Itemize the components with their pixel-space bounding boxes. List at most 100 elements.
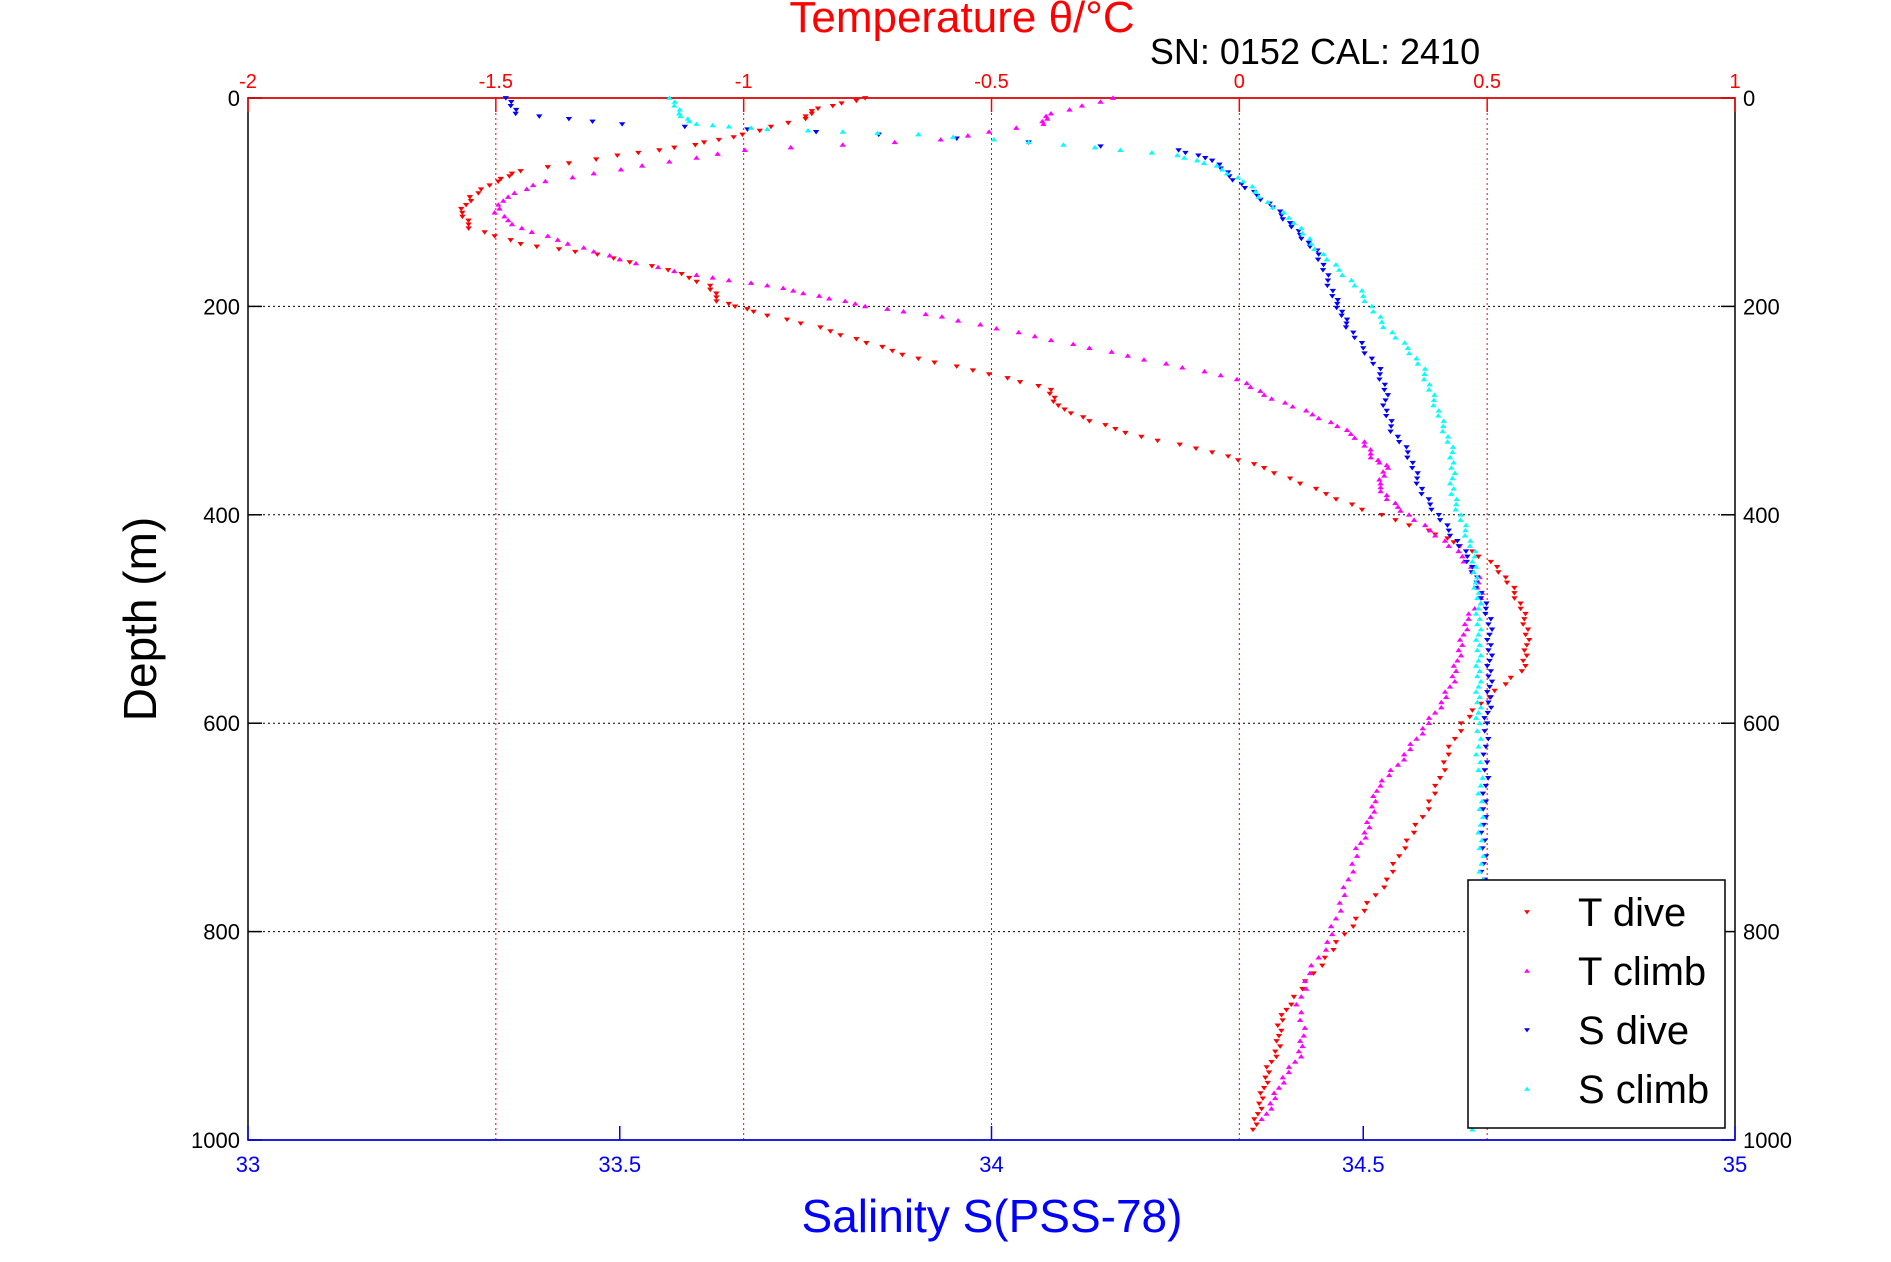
data-point xyxy=(1519,622,1527,627)
data-point xyxy=(1473,574,1481,580)
data-point xyxy=(1308,241,1315,246)
depth-tick-label-right: 400 xyxy=(1743,503,1780,528)
data-point xyxy=(1262,1075,1269,1081)
data-point xyxy=(1367,814,1374,819)
data-point xyxy=(1257,1091,1264,1096)
data-point xyxy=(1446,454,1454,460)
data-point xyxy=(1453,501,1460,507)
chart-title: Temperature θ/°C xyxy=(789,0,1134,42)
data-point xyxy=(802,116,809,122)
data-point xyxy=(1462,527,1469,533)
data-point xyxy=(1372,798,1379,804)
data-point xyxy=(475,191,482,196)
data-point xyxy=(1431,710,1439,715)
data-point xyxy=(713,291,720,296)
temperature-tick-label: -2 xyxy=(239,71,257,93)
data-point xyxy=(1279,1018,1286,1023)
data-point xyxy=(542,178,549,184)
data-point xyxy=(1419,731,1426,736)
data-point xyxy=(1475,767,1482,772)
depth-tick-label-right: 200 xyxy=(1743,294,1780,319)
data-point xyxy=(529,182,537,188)
data-point xyxy=(787,144,795,150)
data-point xyxy=(1016,380,1024,385)
data-point xyxy=(891,139,898,145)
data-point xyxy=(508,171,516,177)
data-point xyxy=(1285,1064,1293,1069)
data-point xyxy=(1446,684,1454,689)
data-point xyxy=(1521,648,1528,653)
data-point xyxy=(564,241,571,246)
data-point xyxy=(1263,1065,1270,1070)
data-point xyxy=(1067,411,1075,416)
data-point xyxy=(459,210,466,216)
data-point xyxy=(1321,955,1329,961)
data-point xyxy=(594,252,601,257)
data-point xyxy=(839,142,846,147)
data-point xyxy=(1472,611,1480,616)
data-point xyxy=(1471,605,1478,611)
series-t-climb xyxy=(491,95,1486,1122)
data-point xyxy=(1479,791,1487,797)
data-point xyxy=(1476,720,1483,726)
data-point xyxy=(1298,1054,1305,1059)
data-point xyxy=(1352,845,1360,851)
data-point xyxy=(1208,158,1216,164)
data-point xyxy=(1311,246,1318,251)
grid-lines xyxy=(248,98,1735,1140)
data-point xyxy=(1448,491,1455,496)
data-point xyxy=(889,348,896,354)
data-point xyxy=(1448,465,1455,470)
data-point xyxy=(1255,194,1262,199)
data-point xyxy=(1259,1096,1267,1101)
data-point xyxy=(1337,908,1345,913)
data-point xyxy=(1480,853,1487,858)
data-point xyxy=(838,101,845,106)
data-point xyxy=(1286,476,1294,481)
legend-items: T dive T climb S dive S climb xyxy=(1524,891,1709,1112)
data-point xyxy=(1456,637,1464,642)
data-point xyxy=(938,314,946,319)
data-point xyxy=(1481,768,1488,773)
data-point xyxy=(1181,155,1188,160)
data-point xyxy=(1444,439,1451,444)
data-point xyxy=(1325,273,1332,278)
depth-tick-label-right: 600 xyxy=(1743,711,1780,736)
data-point xyxy=(1502,575,1509,580)
data-point xyxy=(1474,621,1481,627)
data-point xyxy=(517,169,524,174)
data-point xyxy=(1485,674,1492,679)
data-point xyxy=(517,242,524,247)
data-point xyxy=(1454,538,1461,544)
data-point xyxy=(511,190,518,195)
data-point xyxy=(1482,799,1490,804)
data-point xyxy=(1377,488,1384,494)
data-point xyxy=(1444,523,1451,528)
data-point xyxy=(1258,1106,1265,1112)
data-point xyxy=(713,299,720,304)
data-point xyxy=(638,163,646,168)
data-point xyxy=(879,344,886,350)
data-point xyxy=(1279,1074,1286,1080)
data-point xyxy=(693,272,700,278)
data-point xyxy=(1472,564,1480,569)
data-point xyxy=(610,256,617,261)
data-point xyxy=(1394,504,1402,509)
data-point xyxy=(1154,438,1161,444)
data-point xyxy=(1383,408,1390,414)
data-point xyxy=(664,268,672,273)
legend-marker xyxy=(1524,1086,1530,1091)
data-point xyxy=(1426,502,1434,507)
data-point xyxy=(1340,884,1347,890)
data-point xyxy=(842,298,849,304)
data-point xyxy=(1357,840,1364,845)
data-point xyxy=(709,122,716,128)
data-point xyxy=(1040,121,1047,126)
data-point xyxy=(1475,590,1482,595)
data-point xyxy=(1460,632,1467,637)
data-point xyxy=(829,103,836,109)
data-point xyxy=(693,279,700,285)
data-point xyxy=(635,150,642,156)
data-point xyxy=(1439,428,1446,434)
x-axis-label: Salinity S(PSS-78) xyxy=(802,1190,1183,1242)
